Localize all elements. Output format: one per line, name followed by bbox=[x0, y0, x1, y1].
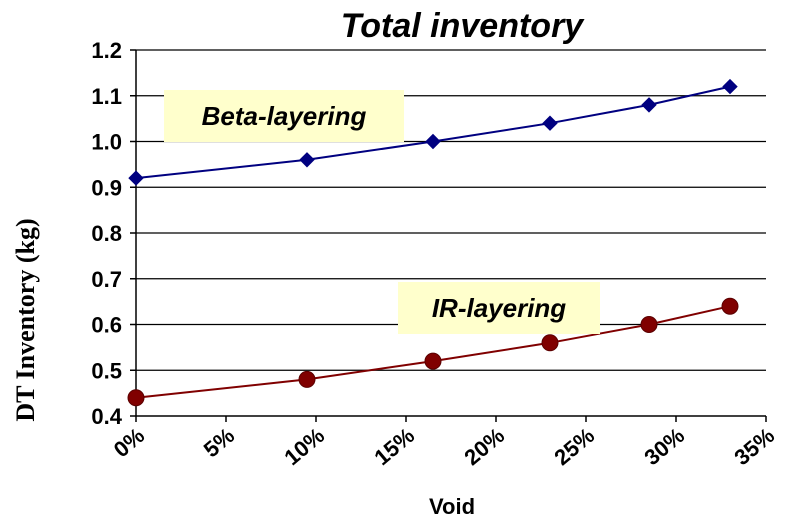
x-tick-label: 30% bbox=[639, 423, 689, 470]
data-point bbox=[722, 78, 738, 95]
x-tick-label: 20% bbox=[459, 423, 509, 470]
series-line bbox=[135, 85, 731, 180]
x-axis-label: Void bbox=[429, 494, 475, 519]
y-tick-labels: 0.4 0.5 0.6 0.7 0.8 0.9 1.0 1.1 1.2 bbox=[91, 38, 122, 429]
annotation-box bbox=[398, 282, 600, 334]
x-tick-label: 10% bbox=[279, 423, 329, 470]
data-point bbox=[541, 334, 559, 352]
y-tick-label: 1.1 bbox=[91, 84, 122, 109]
y-tick-label: 0.4 bbox=[91, 404, 122, 429]
y-tick-label: 0.5 bbox=[91, 358, 122, 383]
data-point bbox=[424, 352, 442, 370]
series-layer bbox=[127, 78, 739, 407]
data-point bbox=[127, 389, 145, 407]
annotation-label: IR-layering bbox=[432, 293, 566, 323]
data-point bbox=[425, 133, 441, 150]
data-point bbox=[128, 170, 144, 186]
y-tick-label: 0.9 bbox=[91, 175, 122, 200]
x-tick-label: 5% bbox=[199, 423, 239, 463]
x-tick-labels: 0% 5% 10% 15% 20% 25% 30% 35% bbox=[109, 423, 779, 470]
y-tick-label: 0.7 bbox=[91, 267, 122, 292]
annotation-layer: Beta-layering IR-layering bbox=[164, 90, 600, 334]
annotation-box bbox=[164, 90, 404, 142]
annotation-label: Beta-layering bbox=[202, 101, 367, 131]
data-point bbox=[721, 297, 739, 315]
y-axis-label: DT Inventory (kg) bbox=[11, 218, 40, 421]
data-point bbox=[640, 316, 658, 333]
x-tick-label: 15% bbox=[369, 423, 419, 470]
y-tick-label: 0.6 bbox=[91, 313, 122, 338]
x-tick-label: 25% bbox=[549, 423, 599, 470]
chart-title: Total inventory bbox=[341, 7, 586, 45]
y-tick-label: 0.8 bbox=[91, 221, 122, 246]
data-point bbox=[299, 152, 315, 168]
series-line bbox=[135, 305, 731, 399]
x-tick-label: 35% bbox=[729, 423, 779, 470]
data-point bbox=[542, 115, 558, 131]
y-tick-label: 1.2 bbox=[91, 38, 122, 63]
data-point bbox=[641, 97, 657, 113]
y-tick-label: 1.0 bbox=[91, 130, 122, 155]
data-point bbox=[298, 370, 316, 388]
axis-layer bbox=[130, 49, 767, 422]
